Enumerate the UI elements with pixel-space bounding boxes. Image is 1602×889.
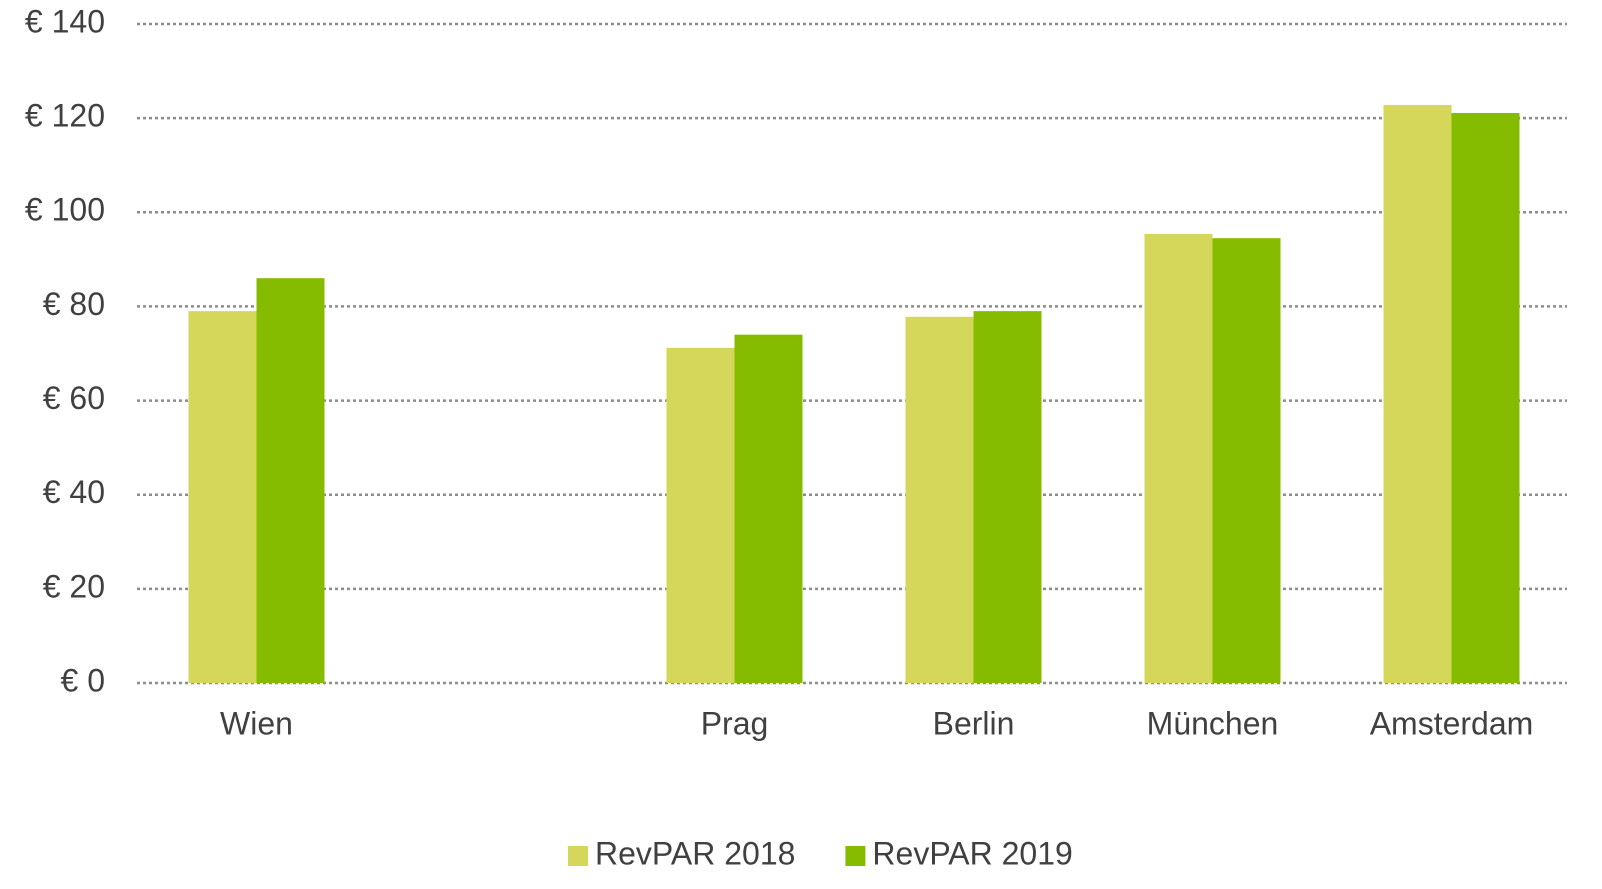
- bar: [905, 316, 974, 683]
- bar: [1383, 104, 1452, 683]
- y-tick-label: € 20: [43, 568, 105, 604]
- bar: [256, 278, 325, 683]
- bar: [1144, 233, 1213, 683]
- y-tick-label: € 0: [61, 662, 105, 698]
- y-tick-label: € 120: [25, 98, 105, 134]
- x-tick-label: Amsterdam: [1370, 705, 1534, 741]
- legend-swatch: [568, 846, 588, 866]
- x-tick-label: Prag: [701, 705, 769, 741]
- bar: [734, 334, 803, 683]
- bar: [1451, 112, 1520, 684]
- legend-swatch: [845, 846, 866, 866]
- x-tick-label: Berlin: [933, 705, 1015, 741]
- legend-label: RevPAR 2018: [595, 835, 795, 871]
- x-tick-label: Wien: [220, 705, 293, 741]
- y-tick-label: € 40: [43, 474, 105, 510]
- y-tick-label: € 60: [43, 380, 105, 416]
- bar: [1212, 238, 1281, 684]
- y-tick-label: € 140: [25, 3, 105, 39]
- bar: [188, 311, 257, 683]
- bar: [973, 311, 1042, 683]
- bar: [666, 347, 735, 683]
- y-tick-label: € 80: [43, 286, 105, 322]
- x-tick-label: München: [1147, 705, 1279, 741]
- legend-label: RevPAR 2019: [872, 835, 1072, 871]
- y-tick-label: € 100: [25, 192, 105, 228]
